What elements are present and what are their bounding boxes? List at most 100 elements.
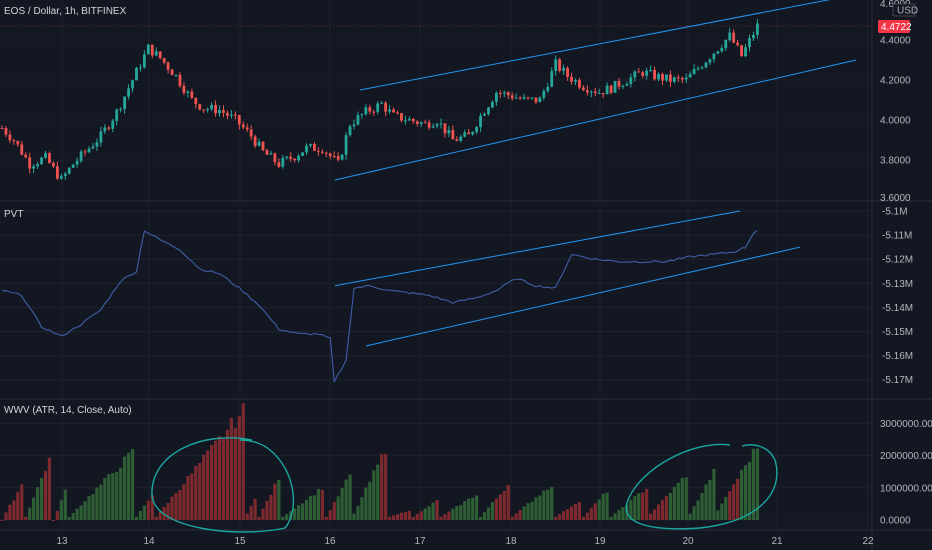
candle-body <box>427 122 431 128</box>
wwv-bar <box>597 499 601 520</box>
candle-body <box>609 85 613 93</box>
candle-body <box>459 136 463 141</box>
wwv-bar <box>732 484 736 520</box>
candle-body <box>313 143 316 151</box>
candle-body <box>676 77 680 79</box>
wwv-bar <box>79 505 83 520</box>
candle-body <box>24 154 28 158</box>
currency-label: USD <box>892 3 918 17</box>
candle-body <box>320 151 324 153</box>
candle-body <box>581 87 585 91</box>
candle-body <box>526 97 530 99</box>
wwv-bar <box>613 513 617 520</box>
wwv-bar <box>656 504 661 520</box>
wwv-bar <box>245 513 249 520</box>
wwv-bar <box>755 448 760 520</box>
wwv-tick-label: 0.0000 <box>880 516 911 527</box>
candle-body <box>352 124 356 127</box>
candle-body <box>388 109 391 112</box>
wwv-bar <box>20 484 24 520</box>
candle-body <box>245 127 249 130</box>
candle-body <box>668 74 672 82</box>
wwv-bar <box>170 496 174 520</box>
price-candles <box>0 18 872 180</box>
wwv-bar <box>261 508 265 520</box>
wwv-bar <box>384 453 388 520</box>
wwv-bar <box>692 506 696 520</box>
candle-body <box>166 62 170 70</box>
pvt-tick-label: -5.13M <box>882 279 913 290</box>
wwv-bar <box>562 511 566 520</box>
wwv-bar <box>87 496 91 520</box>
wwv-bar <box>12 500 16 520</box>
candle-body <box>724 39 728 49</box>
wwv-bar <box>138 510 143 520</box>
candle-body <box>404 120 407 122</box>
wwv-bar <box>320 489 324 520</box>
trend-channels <box>334 0 857 347</box>
wwv-bar <box>237 416 241 520</box>
hand-drawn-annotations <box>151 437 778 533</box>
candle-body <box>407 118 411 121</box>
candle-body <box>210 104 214 110</box>
wwv-bar <box>502 491 506 520</box>
wwv-bar <box>565 509 570 520</box>
wwv-bar <box>443 514 447 520</box>
wwv-bar <box>265 500 269 520</box>
wwv-bar <box>478 516 483 520</box>
wwv-bar <box>249 506 253 520</box>
candle-body <box>696 68 700 70</box>
wwv-bar <box>550 486 554 520</box>
wwv-bar <box>67 516 71 520</box>
wwv-bar <box>182 484 186 520</box>
wwv-bar <box>391 515 396 520</box>
candle-body <box>28 157 32 169</box>
candle-body <box>36 164 39 167</box>
candle-body <box>661 74 664 81</box>
candle-body <box>8 134 12 141</box>
price-tick-label: 4.2000 <box>880 76 911 87</box>
candle-body <box>233 114 237 116</box>
candle-body <box>558 59 562 71</box>
x-tick-label: 19 <box>594 536 606 547</box>
wwv-bar <box>8 504 12 520</box>
wwv-bar <box>206 450 210 520</box>
candle-body <box>67 167 71 174</box>
candle-body <box>538 97 542 103</box>
wwv-bar <box>273 483 277 520</box>
candle-body <box>752 34 755 39</box>
candle-body <box>376 103 380 112</box>
wwv-bar <box>376 464 380 520</box>
candle-body <box>665 74 668 81</box>
candle-body <box>451 130 455 140</box>
candle-body <box>657 74 660 80</box>
wwv-bar <box>514 513 518 520</box>
wwv-bar <box>364 487 368 520</box>
wwv-tick-label: 1000000.0000 <box>880 483 932 494</box>
candle-body <box>269 153 273 155</box>
candle-body <box>653 69 656 80</box>
candle-body <box>115 109 119 121</box>
candle-body <box>16 140 20 145</box>
candle-body <box>305 145 308 153</box>
candle-body <box>79 151 83 161</box>
wwv-bar <box>593 503 597 520</box>
wwv-bar <box>352 513 356 520</box>
candle-body <box>127 88 130 97</box>
wwv-bar <box>439 516 443 520</box>
wwv-bar <box>720 503 724 520</box>
wwv-bar <box>241 403 245 520</box>
wwv-bar <box>356 505 360 520</box>
candle-body <box>182 85 186 93</box>
candle-body <box>641 72 645 76</box>
wwv-bar <box>134 516 139 520</box>
candle-body <box>534 97 538 103</box>
candle-body <box>522 97 526 99</box>
last-price-badge: 4.4722 <box>878 20 912 33</box>
wwv-bar <box>407 510 411 520</box>
wwv-bar <box>522 506 526 520</box>
axes: 131415161718192021224.60004.40004.20004.… <box>56 0 932 547</box>
wwv-bar <box>229 417 233 520</box>
wwv-bar <box>233 427 237 520</box>
wwv-bar <box>186 475 190 520</box>
